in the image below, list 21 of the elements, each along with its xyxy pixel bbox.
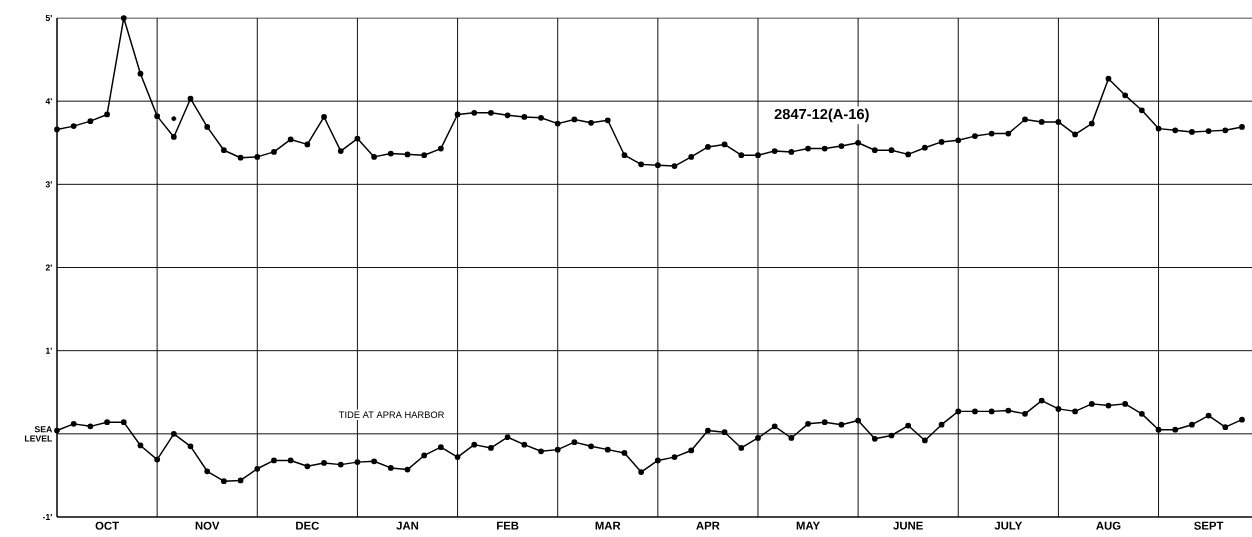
- x-tick-label: JULY: [994, 521, 1023, 530]
- x-tick-label: DEC: [296, 521, 320, 530]
- x-tick-label: AUG: [1096, 521, 1121, 530]
- y-tick-label: -1': [42, 514, 52, 520]
- y-tick-label: 4': [45, 98, 52, 105]
- y-tick-label: 5': [45, 14, 52, 22]
- x-tick-label: MAR: [595, 521, 621, 530]
- x-tick-label: SEPT: [1194, 521, 1224, 530]
- y-tick-label: 2': [45, 264, 52, 271]
- y-tick-label: SEA LEVEL: [24, 426, 53, 442]
- x-tick-label: NOV: [195, 521, 220, 530]
- y-tick-label: 3': [45, 181, 52, 188]
- x-tick-label: JAN: [396, 521, 419, 530]
- x-tick-label: OCT: [95, 521, 119, 530]
- y-tick-label: 1': [45, 347, 52, 354]
- x-tick-label: FEB: [497, 521, 519, 530]
- x-tick-label: APR: [696, 521, 720, 530]
- x-tick-label: MAY: [796, 521, 820, 530]
- text: TIDE AT APRA HARBOR: [339, 411, 444, 418]
- x-tick-label: JUNE: [893, 521, 923, 530]
- series-label: 2847-12(A-16): [774, 108, 869, 123]
